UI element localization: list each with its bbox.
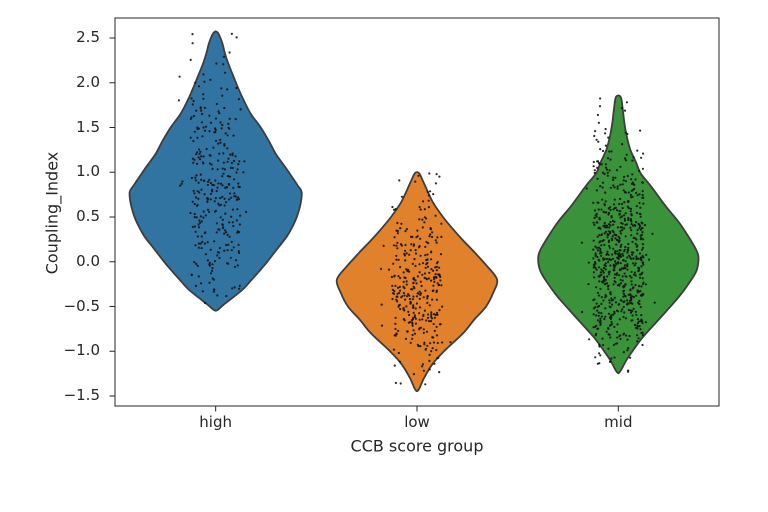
- y-tick-label: 1.0: [76, 162, 100, 181]
- x-axis-label: CCB score group: [350, 436, 484, 456]
- x-tick-label-high: high: [199, 413, 233, 431]
- y-tick-label: 1.5: [76, 117, 100, 136]
- y-tick-label: 2.0: [76, 72, 100, 91]
- x-tick-label-low: low: [404, 413, 430, 431]
- strip-points-low: [379, 172, 452, 386]
- violin-mid: [537, 94, 700, 375]
- y-tick-label: −1.5: [63, 386, 100, 405]
- y-axis-label: Coupling_Index: [42, 151, 62, 275]
- y-tick-label: 2.5: [76, 28, 100, 47]
- x-tick-label-mid: mid: [604, 413, 633, 431]
- violin-low: [335, 171, 499, 393]
- strip-points-high: [177, 32, 248, 304]
- strip-points-mid: [580, 97, 656, 373]
- y-tick-label: −0.5: [63, 296, 100, 315]
- y-tick-label: 0.5: [76, 207, 100, 226]
- violin-high: [128, 30, 303, 312]
- y-tick-label: 0.0: [76, 251, 100, 270]
- y-tick-label: −1.0: [63, 341, 100, 360]
